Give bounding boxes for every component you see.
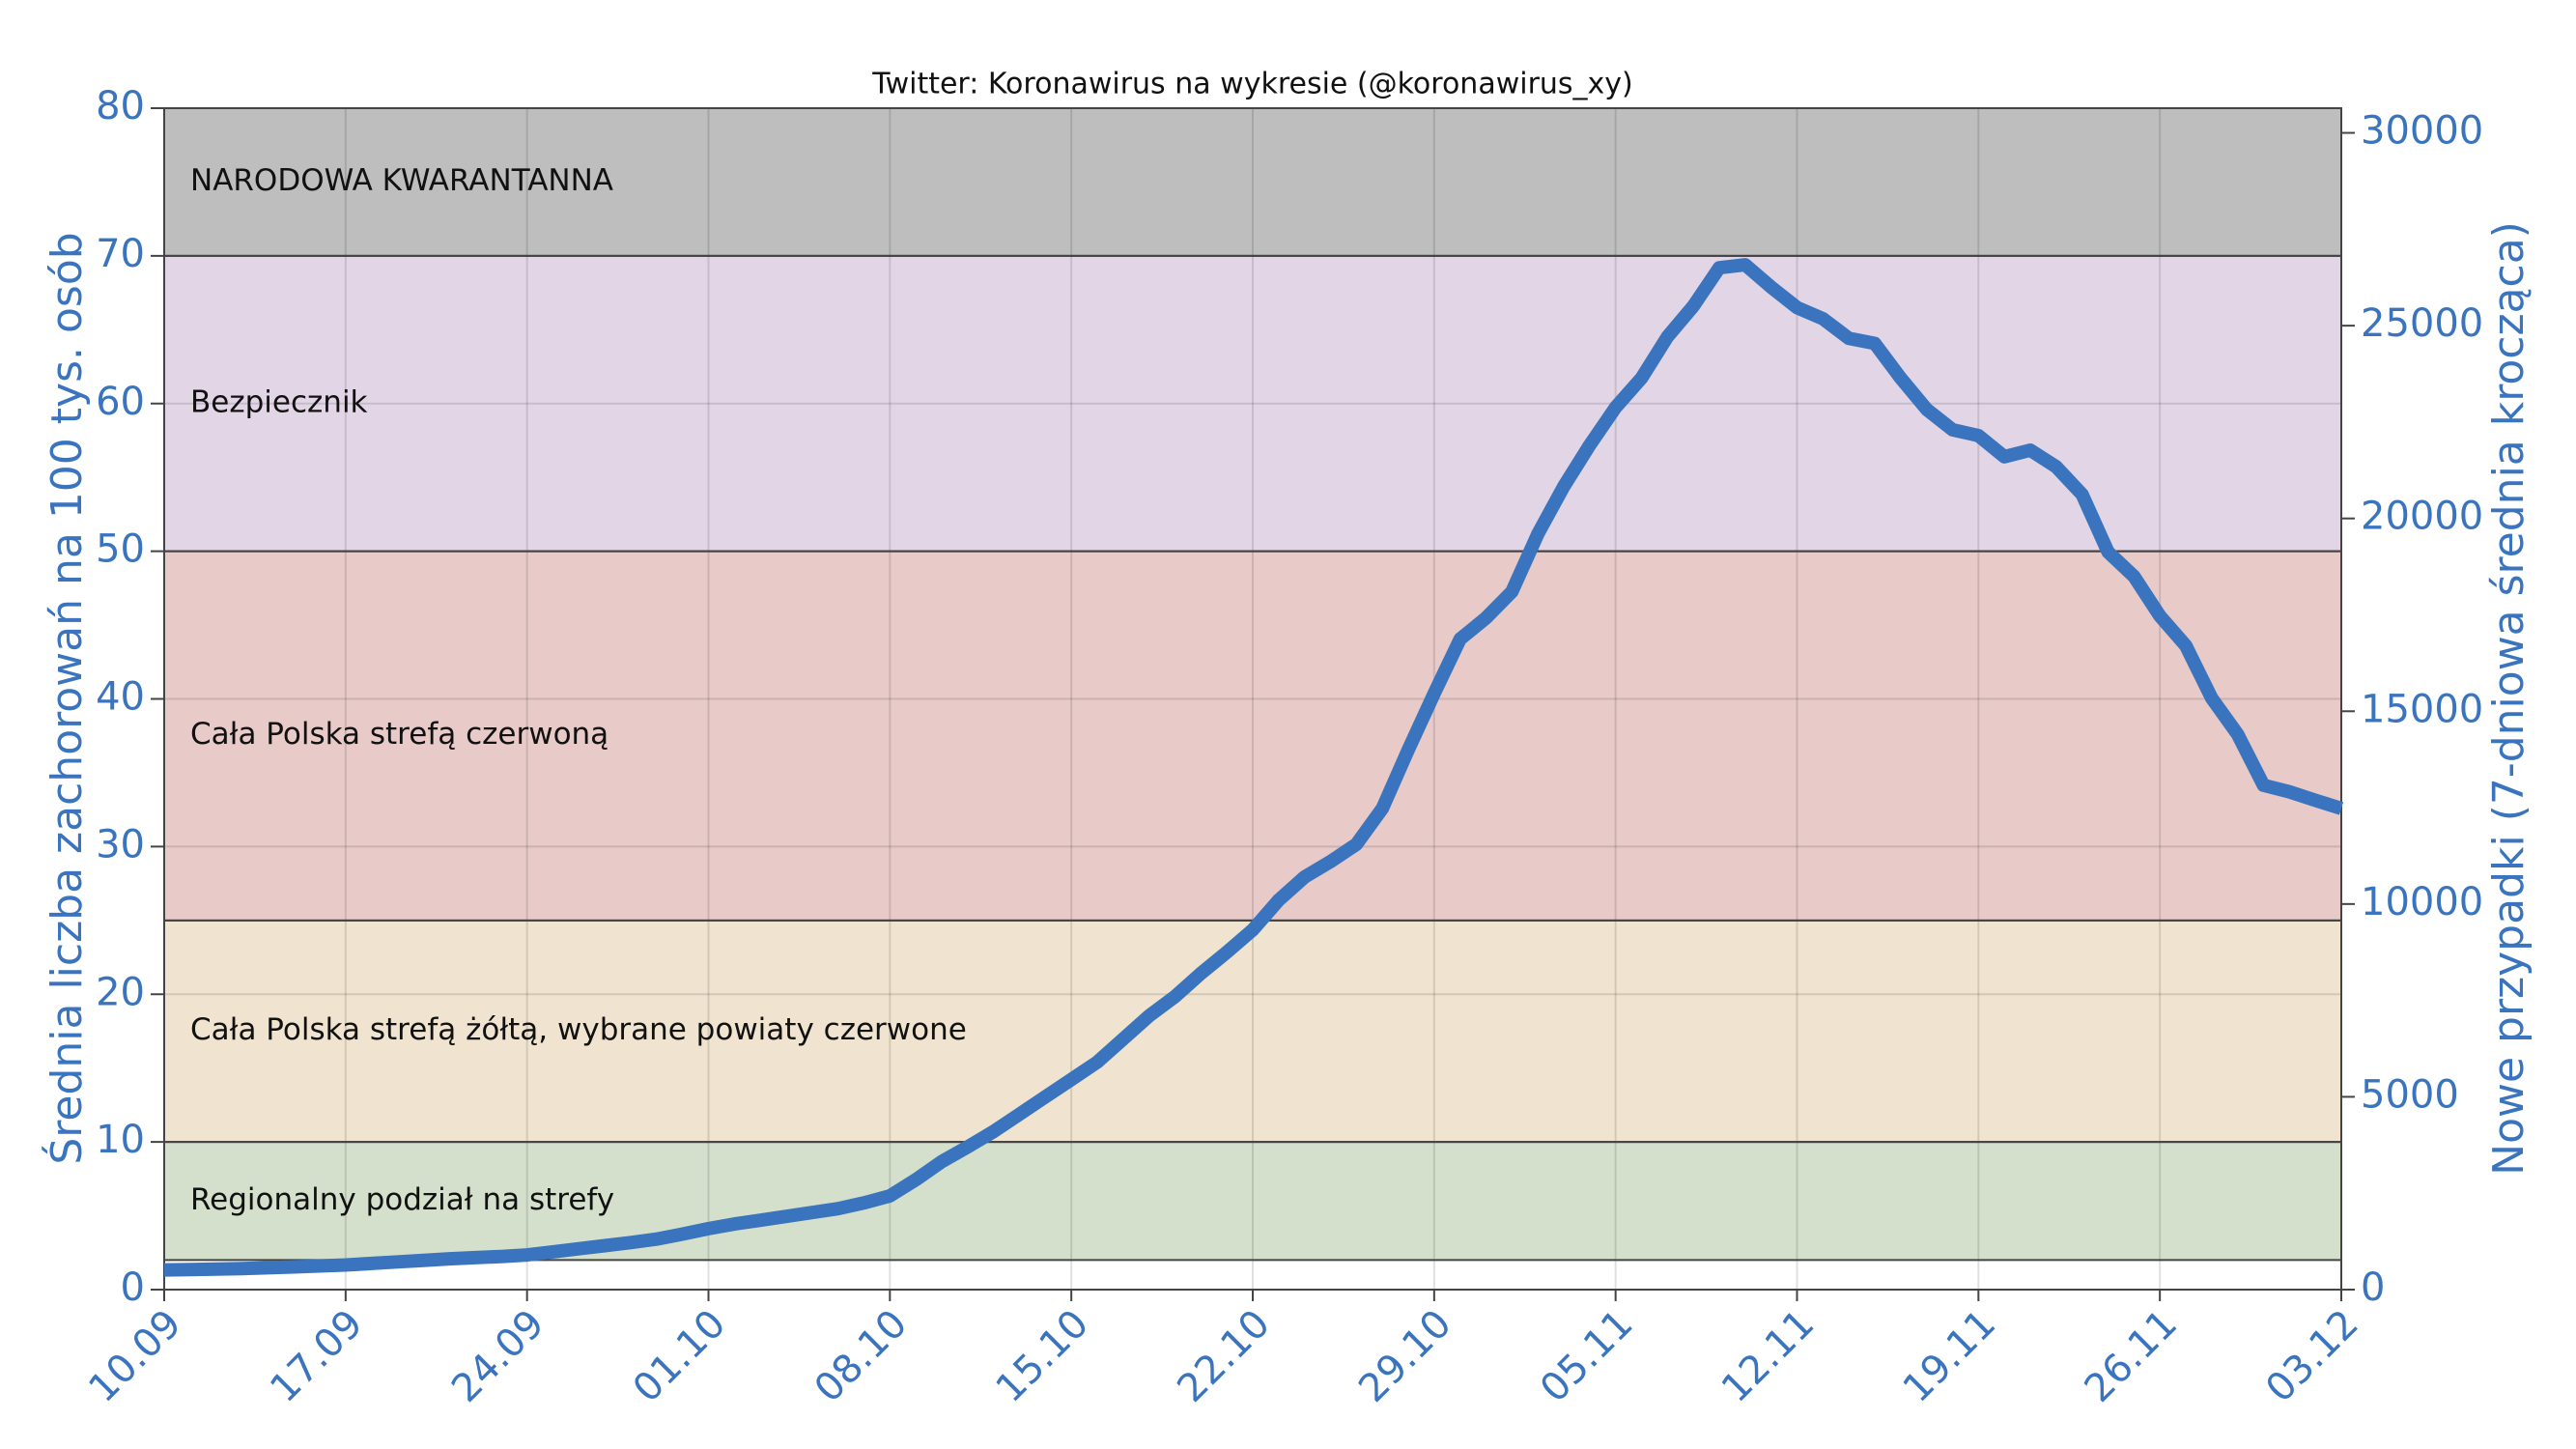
chart-title: Twitter: Koronawirus na wykresie (@koron… xyxy=(871,68,1633,101)
x-tick-label: 03.12 xyxy=(2257,1301,2367,1411)
y-tick-label: 30 xyxy=(96,822,145,867)
y-tick-label: 80 xyxy=(96,84,145,128)
x-tick-label: 19.11 xyxy=(1895,1301,2005,1411)
x-tick-label: 08.10 xyxy=(807,1301,917,1411)
band xyxy=(164,551,2341,921)
y-tick-label: 70 xyxy=(96,232,145,276)
x-tick-label: 24.09 xyxy=(443,1301,553,1411)
y2-tick-label: 15000 xyxy=(2361,687,2483,731)
y2-tick-label: 20000 xyxy=(2361,495,2483,539)
x-tick-label: 17.09 xyxy=(262,1301,372,1411)
band xyxy=(164,255,2341,552)
x-tick-label: 10.09 xyxy=(80,1301,190,1411)
y2-tick-label: 10000 xyxy=(2361,880,2483,924)
band-label: Bezpiecznik xyxy=(190,384,368,419)
x-tick-label: 22.10 xyxy=(1169,1301,1279,1411)
y-tick-label: 40 xyxy=(96,675,145,720)
x-tick-label: 01.10 xyxy=(625,1301,735,1411)
band xyxy=(164,920,2341,1143)
x-tick-label: 15.10 xyxy=(988,1301,1098,1411)
x-tick-label: 12.11 xyxy=(1713,1301,1824,1411)
y2-tick-label: 25000 xyxy=(2361,301,2483,346)
y2-tick-label: 5000 xyxy=(2361,1072,2459,1117)
y2-tick-label: 0 xyxy=(2361,1265,2385,1310)
y-tick-label: 0 xyxy=(121,1265,145,1310)
y-tick-label: 60 xyxy=(96,380,145,424)
y2-axis-title: Nowe przypadki (7-dniowa średnia krocząc… xyxy=(2484,221,2534,1176)
band-label: NARODOWA KWARANTANNA xyxy=(190,163,613,198)
band-label: Cała Polska strefą żółtą, wybrane powiat… xyxy=(190,1012,967,1047)
x-tick-label: 26.11 xyxy=(2077,1301,2187,1411)
y-tick-label: 10 xyxy=(96,1118,145,1162)
band xyxy=(164,108,2341,256)
band xyxy=(164,1142,2341,1261)
x-tick-label: 29.10 xyxy=(1350,1301,1460,1411)
y-axis-title: Średnia liczba zachorowań na 100 tys. os… xyxy=(41,232,92,1164)
y2-tick-label: 30000 xyxy=(2361,109,2483,154)
band-label: Regionalny podział na strefy xyxy=(190,1182,614,1217)
band-label: Cała Polska strefą czerwoną xyxy=(190,717,609,752)
y-tick-label: 50 xyxy=(96,527,145,572)
line-series xyxy=(163,258,2344,1277)
y-tick-label: 20 xyxy=(96,970,145,1014)
x-tick-label: 05.11 xyxy=(1532,1301,1642,1411)
